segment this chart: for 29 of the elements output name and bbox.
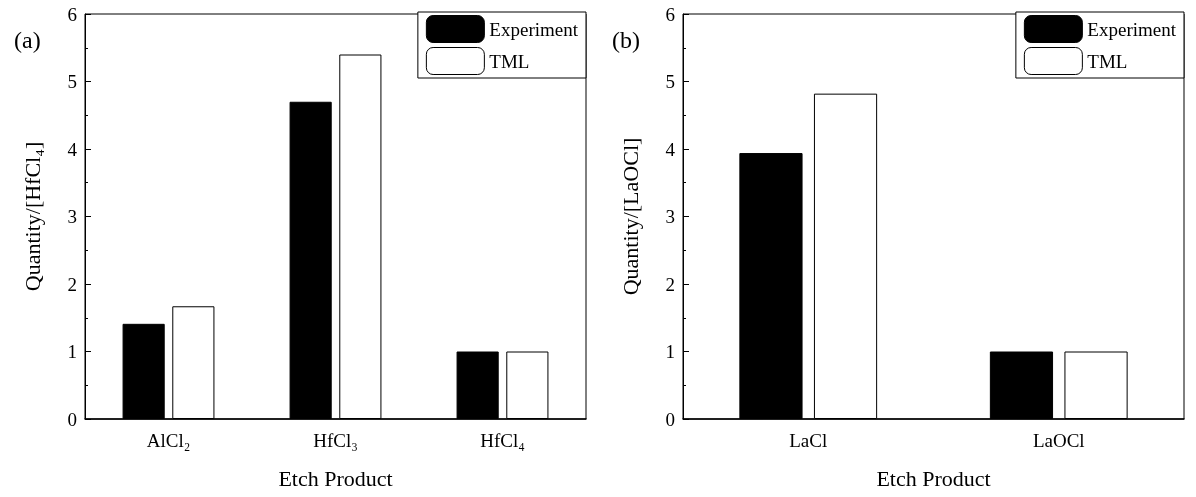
text: (a) xyxy=(14,27,41,53)
y-axis-title: Quantity/[LaOCl] xyxy=(617,137,643,296)
y-tick-label: 4 xyxy=(665,138,676,160)
y-tick-label: 0 xyxy=(665,408,675,430)
y-tick-label: 3 xyxy=(665,206,675,227)
legend-label: Experiment xyxy=(1087,18,1177,40)
y-tick-label: 5 xyxy=(665,71,675,92)
legend-label: Experiment xyxy=(489,18,579,40)
y-tick-label: 1 xyxy=(67,341,77,362)
y-tick-label: 2 xyxy=(67,273,77,295)
x-tick-label: LaOCl xyxy=(1032,430,1085,451)
x-tick-label: HfCl₄ xyxy=(480,430,525,451)
x-tick-label: AlCl₂ xyxy=(146,430,191,451)
legend-label: TML xyxy=(489,50,530,72)
y-tick-label: 5 xyxy=(67,71,77,92)
legend-label: TML xyxy=(1087,50,1128,72)
y-tick-label: 3 xyxy=(67,206,77,227)
y-tick-label: 0 xyxy=(67,408,77,430)
x-axis-title: Etch Product xyxy=(876,465,991,491)
y-tick-label: 1 xyxy=(665,341,675,362)
y-axis-title: Quantity/[HfCl₄] xyxy=(19,141,45,292)
y-tick-label: 6 xyxy=(665,3,675,25)
x-tick-label: HfCl₃ xyxy=(313,430,358,451)
x-tick-label: LaCl xyxy=(789,430,828,451)
x-axis-title: Etch Product xyxy=(278,465,393,491)
text: (b) xyxy=(612,27,640,53)
y-tick-label: 4 xyxy=(67,138,78,160)
y-tick-label: 6 xyxy=(67,3,77,25)
y-tick-label: 2 xyxy=(665,273,675,295)
